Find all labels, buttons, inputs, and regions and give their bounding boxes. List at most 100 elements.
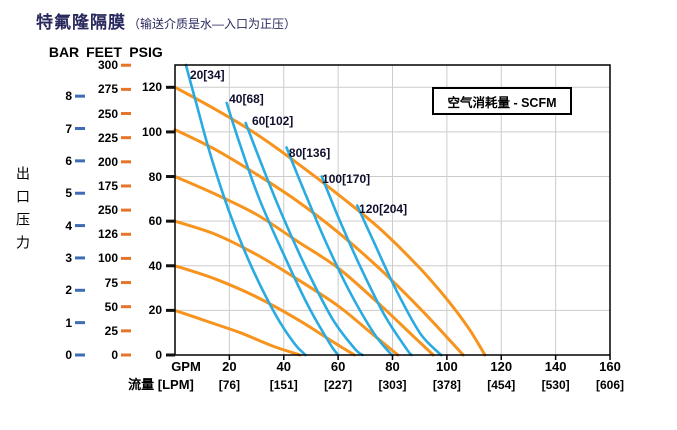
lpm-tick-label: [378]	[432, 378, 461, 392]
air-curve-scfm-80	[285, 146, 394, 357]
air-curve-scfm-60	[244, 121, 364, 357]
feet-tick-label: 250	[97, 106, 118, 121]
lpm-tick-label: [227]	[324, 378, 353, 392]
feet-tick-label: 75	[104, 275, 118, 290]
bar-tick-label: 8	[65, 89, 72, 104]
bar-tick-mark	[75, 159, 85, 163]
gpm-tick-label: 80	[385, 359, 400, 374]
feet-tick-label: 100	[97, 251, 118, 266]
air-curve-scfm-20	[184, 63, 307, 357]
psig-tick-mark	[166, 85, 175, 89]
gpm-tick-mark	[554, 355, 557, 360]
gpm-tick-label: 40	[276, 359, 291, 374]
curve-label-scfm-60: 60[102]	[251, 114, 294, 129]
chart-subtitle: （输送介质是水—入口为正压）	[128, 17, 297, 31]
bar-tick-label: 3	[65, 250, 72, 265]
bar-axis-header: BAR	[48, 44, 80, 60]
psig-tick-mark	[166, 219, 175, 223]
lpm-tick-label: [454]	[487, 378, 516, 392]
psig-tick-mark	[166, 175, 175, 179]
feet-tick-mark	[121, 256, 131, 260]
feet-tick-mark	[121, 112, 131, 116]
gpm-tick-mark	[337, 355, 339, 360]
gpm-tick-mark	[391, 355, 394, 360]
psig-tick-mark	[166, 353, 175, 357]
lpm-tick-label: [606]	[595, 378, 624, 392]
air-curve-scfm-100	[320, 175, 413, 357]
curve-label-scfm-20: 20[34]	[189, 67, 225, 82]
chart-title: 特氟隆隔膜	[36, 13, 126, 32]
gpm-tick-mark	[500, 355, 502, 360]
bar-tick-label: 7	[65, 121, 72, 136]
feet-tick-label: 25	[104, 323, 118, 338]
bar-tick-mark	[75, 224, 85, 228]
bar-tick-label: 0	[65, 348, 72, 362]
feet-tick-mark	[121, 232, 131, 236]
psig-tick-label: 80	[148, 169, 162, 184]
performance-curve-2	[173, 128, 465, 357]
feet-tick-label: 126	[97, 227, 118, 242]
psig-tick-label: 120	[141, 80, 162, 95]
bar-tick-mark	[75, 191, 85, 195]
curve-label-scfm-80: 80[136]	[288, 145, 331, 160]
bar-tick-label: 5	[65, 186, 72, 201]
legend-air-consumption: 空气消耗量 - SCFM	[432, 87, 572, 115]
lpm-tick-label: [303]	[378, 378, 407, 392]
gpm-tick-mark	[446, 355, 448, 360]
gpm-tick-label: 100	[436, 359, 458, 374]
feet-tick-label: 0	[111, 348, 118, 362]
lpm-tick-label: [530]	[541, 378, 570, 392]
bar-tick-mark	[75, 94, 85, 98]
feet-tick-label: 250	[97, 203, 118, 218]
psig-tick-mark	[166, 264, 175, 268]
air-curve-scfm-40	[225, 101, 340, 357]
feet-tick-mark	[121, 184, 131, 188]
feet-tick-label: 275	[97, 82, 118, 97]
feet-tick-mark	[121, 87, 131, 91]
bar-tick-label: 2	[65, 283, 72, 298]
performance-curve-3	[173, 175, 435, 357]
feet-tick-label: 225	[97, 130, 118, 145]
gpm-tick-label: 120	[490, 359, 513, 374]
bar-tick-mark	[75, 353, 85, 357]
gpm-tick-label: 140	[544, 359, 567, 374]
feet-tick-label: 175	[97, 178, 118, 193]
psig-tick-mark	[166, 130, 175, 134]
curve-label-scfm-120: 120[204]	[359, 201, 408, 216]
y-axis-label-outlet-pressure: 出口压力	[15, 166, 31, 258]
feet-tick-mark	[121, 63, 131, 67]
feet-tick-mark	[121, 160, 131, 164]
performance-curve-6	[173, 308, 302, 357]
feet-tick-mark	[121, 136, 131, 140]
bar-tick-label: 1	[65, 315, 72, 330]
page-title: 特氟隆隔膜 （输送介质是水—入口为正压）	[36, 8, 296, 33]
lpm-tick-label: [151]	[269, 378, 298, 392]
bar-tick-mark	[75, 256, 85, 260]
bar-tick-label: 4	[65, 218, 72, 233]
psig-axis-header: PSIG	[129, 44, 163, 60]
bar-tick-mark	[75, 321, 85, 325]
curve-label-scfm-40: 40[68]	[229, 91, 264, 106]
lpm-tick-label: [76]	[218, 378, 241, 392]
air-curve-scfm-120	[355, 204, 443, 357]
x-axis-unit-gpm: GPM	[171, 359, 201, 374]
gpm-tick-mark	[609, 355, 611, 360]
performance-curve-4	[173, 219, 400, 357]
bar-tick-mark	[75, 127, 85, 131]
feet-tick-mark	[121, 281, 131, 285]
gpm-tick-label: 20	[222, 359, 237, 374]
feet-tick-label: 300	[97, 58, 118, 73]
feet-tick-mark	[121, 353, 131, 357]
feet-tick-mark	[121, 208, 131, 212]
feet-tick-mark	[121, 329, 131, 333]
psig-tick-mark	[166, 308, 175, 312]
gpm-tick-label: 60	[330, 359, 346, 374]
feet-tick-label: 200	[97, 154, 118, 169]
psig-tick-label: 40	[148, 258, 162, 273]
bar-tick-mark	[75, 288, 85, 292]
x-axis-unit-lpm: 流量 [LPM]	[128, 377, 194, 392]
psig-tick-label: 20	[148, 303, 162, 318]
gpm-tick-mark	[228, 355, 231, 360]
gpm-tick-mark	[283, 355, 285, 360]
